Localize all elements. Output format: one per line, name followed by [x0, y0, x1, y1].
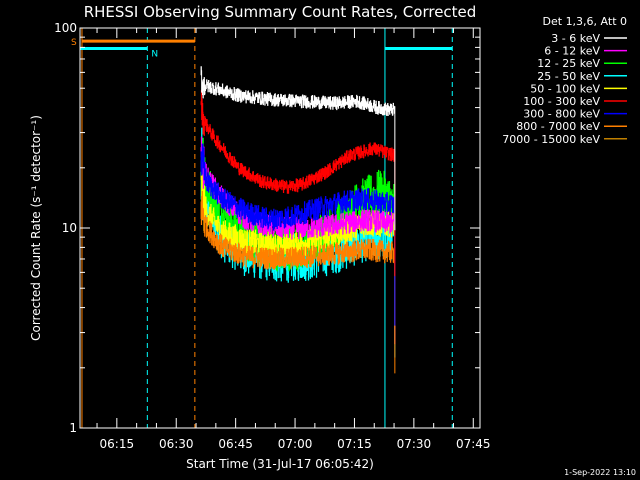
footer-timestamp: 1-Sep-2022 13:10: [564, 468, 636, 477]
series-3-6-kev-line: [200, 66, 396, 231]
series-300-800-kev-line: [200, 143, 396, 326]
x-tick-label-0700: 07:00: [278, 437, 313, 451]
chart-title: RHESSI Observing Summary Count Rates, Co…: [84, 3, 477, 21]
x-tick-label-0730: 07:30: [397, 437, 432, 451]
legend-label-1: 6 - 12 keV: [544, 45, 600, 58]
axes: 1 10 100 06:15 06:30 06:45 07:00 07:15 07:30 07:4…: [54, 21, 490, 451]
y-tick-label-10: 10: [62, 221, 77, 235]
flag-label-n: N: [151, 49, 158, 59]
plot-area: SN: [71, 28, 453, 428]
legend-label-3: 25 - 50 keV: [537, 70, 600, 83]
x-tick-label-0630: 06:30: [159, 437, 194, 451]
series-100-300-kev-line: [200, 89, 396, 277]
y-tick-label-1: 1: [69, 421, 77, 435]
x-tick-label-0615: 06:15: [100, 437, 135, 451]
flag-label-s: S: [71, 38, 77, 48]
legend-label-2: 12 - 25 keV: [537, 57, 600, 70]
legend-header: Det 1,3,6, Att 0: [543, 15, 627, 28]
legend-label-0: 3 - 6 keV: [551, 32, 600, 45]
legend-label-4: 50 - 100 keV: [530, 82, 600, 95]
legend-label-5: 100 - 300 keV: [523, 95, 600, 108]
x-tick-label-0715: 07:15: [337, 437, 372, 451]
y-tick-label-100: 100: [54, 21, 77, 35]
legend-label-7: 800 - 7000 keV: [516, 120, 600, 133]
legend-label-6: 300 - 800 keV: [523, 108, 600, 121]
x-axis-label: Start Time (31-Jul-17 06:05:42): [186, 457, 374, 471]
legend-label-8: 7000 - 15000 keV: [502, 133, 600, 146]
x-tick-label-0745: 07:45: [456, 437, 491, 451]
series-800-7000-kev-line: [200, 190, 396, 374]
y-axis-label: Corrected Count Rate (s⁻¹ detector⁻¹): [29, 115, 43, 341]
series-6-12-kev-line: [200, 136, 396, 345]
x-tick-label-0645: 06:45: [218, 437, 253, 451]
